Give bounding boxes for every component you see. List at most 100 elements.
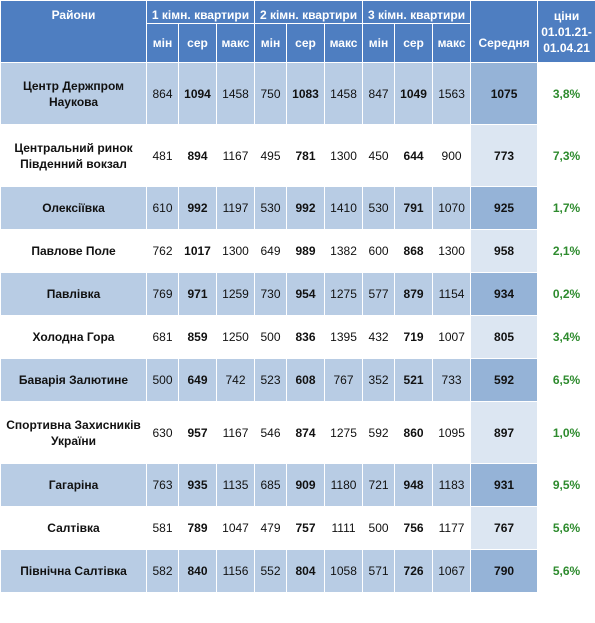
two-room-min-cell: 649 xyxy=(254,229,288,273)
two-room-min-cell: 523 xyxy=(254,358,288,402)
price-change-cell: 3,4% xyxy=(537,315,595,359)
three-room-max-cell: 1095 xyxy=(432,401,472,464)
table-row: Центральний ринок Південний вокзал 481 894… xyxy=(0,124,595,187)
one-room-min-cell: 762 xyxy=(146,229,179,273)
two-room-max-cell: 1300 xyxy=(324,124,364,187)
average-cell: 790 xyxy=(470,549,539,593)
two-room-min-cell: 546 xyxy=(254,401,288,464)
average-cell: 773 xyxy=(470,124,539,187)
table-row: Баварія Залютине 500 649 742 523 608 767 352 521… xyxy=(0,358,595,402)
one-room-min-cell: 630 xyxy=(146,401,179,464)
average-cell: 958 xyxy=(470,229,539,273)
one-room-avg-cell: 1017 xyxy=(178,229,217,273)
one-room-max-cell: 742 xyxy=(215,358,256,402)
district-name: Салтівка xyxy=(0,506,147,550)
one-room-max-cell: 1167 xyxy=(215,401,256,464)
two-room-max-cell: 1058 xyxy=(324,549,364,593)
price-change-cell: 5,6% xyxy=(537,506,595,550)
three-room-avg-header: сер xyxy=(394,23,434,63)
three-room-max-cell: 1177 xyxy=(432,506,472,550)
district-name: Гагаріна xyxy=(0,463,147,507)
table-row: Салтівка 581 789 1047 479 757 1111 500 756 1177 76… xyxy=(0,506,595,550)
district-name: Олексіївка xyxy=(0,186,147,230)
one-room-avg-cell: 971 xyxy=(178,272,217,316)
average-cell: 767 xyxy=(470,506,539,550)
three-room-max-cell: 1300 xyxy=(432,229,472,273)
table-row: Павлівка 769 971 1259 730 954 1275 577 879 1154 93… xyxy=(0,272,595,316)
two-room-avg-cell: 836 xyxy=(286,315,326,359)
two-room-max-cell: 1111 xyxy=(324,506,364,550)
two-room-max-cell: 1180 xyxy=(324,463,364,507)
two-room-max-cell: 1275 xyxy=(324,401,364,464)
one-room-min-cell: 864 xyxy=(146,62,179,125)
two-room-max-cell: 1275 xyxy=(324,272,364,316)
district-name: Північна Салтівка xyxy=(0,549,147,593)
one-room-max-cell: 1047 xyxy=(215,506,256,550)
two-room-avg-cell: 874 xyxy=(286,401,326,464)
one-room-min-cell: 681 xyxy=(146,315,179,359)
two-room-min-cell: 530 xyxy=(254,186,288,230)
price-change-cell: 0,2% xyxy=(537,272,595,316)
two-room-min-cell: 730 xyxy=(254,272,288,316)
one-room-min-cell: 769 xyxy=(146,272,179,316)
two-room-min-cell: 685 xyxy=(254,463,288,507)
three-room-avg-cell: 860 xyxy=(394,401,434,464)
three-room-avg-cell: 791 xyxy=(394,186,434,230)
three-room-avg-cell: 868 xyxy=(394,229,434,273)
two-room-max-cell: 1395 xyxy=(324,315,364,359)
price-change-cell: 7,3% xyxy=(537,124,595,187)
three-room-min-cell: 592 xyxy=(362,401,396,464)
price-change-cell: 3,8% xyxy=(537,62,595,125)
one-room-max-cell: 1300 xyxy=(215,229,256,273)
three-room-avg-cell: 756 xyxy=(394,506,434,550)
three-room-min-header: мін xyxy=(362,23,396,63)
two-room-avg-cell: 954 xyxy=(286,272,326,316)
average-cell: 931 xyxy=(470,463,539,507)
table-row: Гагаріна 763 935 1135 685 909 1180 721 948 1183 93… xyxy=(0,463,595,507)
average-column-header: Середня xyxy=(470,0,539,63)
district-name: Центр Держпром Наукова xyxy=(0,62,147,125)
three-room-max-cell: 1007 xyxy=(432,315,472,359)
average-cell: 925 xyxy=(470,186,539,230)
three-room-avg-cell: 644 xyxy=(394,124,434,187)
two-room-avg-cell: 989 xyxy=(286,229,326,273)
one-room-min-cell: 763 xyxy=(146,463,179,507)
average-cell: 592 xyxy=(470,358,539,402)
district-name: Баварія Залютине xyxy=(0,358,147,402)
table-row: Олексіївка 610 992 1197 530 992 1410 530 791 1070… xyxy=(0,186,595,230)
table-row: Північна Салтівка 582 840 1156 552 804 1058 571… xyxy=(0,549,595,593)
three-room-group-header: 3 кімн. квартири xyxy=(362,0,472,24)
one-room-avg-header: сер xyxy=(178,23,217,63)
one-room-avg-cell: 859 xyxy=(178,315,217,359)
one-room-min-cell: 500 xyxy=(146,358,179,402)
price-change-column-header: ціни 01.01.21-01.04.21 xyxy=(537,0,595,63)
one-room-max-header: макс xyxy=(215,23,256,63)
one-room-avg-cell: 1094 xyxy=(178,62,217,125)
two-room-avg-cell: 757 xyxy=(286,506,326,550)
price-change-cell: 6,5% xyxy=(537,358,595,402)
one-room-max-cell: 1197 xyxy=(215,186,256,230)
three-room-max-cell: 1183 xyxy=(432,463,472,507)
average-cell: 805 xyxy=(470,315,539,359)
one-room-min-header: мін xyxy=(146,23,179,63)
table-body: Центр Держпром Наукова 864 1094 1458 750 1083… xyxy=(0,62,595,593)
three-room-min-cell: 530 xyxy=(362,186,396,230)
district-name: Павлове Поле xyxy=(0,229,147,273)
two-room-avg-cell: 909 xyxy=(286,463,326,507)
one-room-min-cell: 610 xyxy=(146,186,179,230)
two-room-avg-cell: 992 xyxy=(286,186,326,230)
one-room-avg-cell: 992 xyxy=(178,186,217,230)
three-room-max-cell: 733 xyxy=(432,358,472,402)
three-room-avg-cell: 1049 xyxy=(394,62,434,125)
two-room-min-cell: 750 xyxy=(254,62,288,125)
table-row: Спортивна Захисників України 630 957 1167 54… xyxy=(0,401,595,464)
price-change-cell: 1,7% xyxy=(537,186,595,230)
two-room-group-header: 2 кімн. квартири xyxy=(254,0,364,24)
one-room-avg-cell: 935 xyxy=(178,463,217,507)
two-room-min-cell: 500 xyxy=(254,315,288,359)
one-room-max-cell: 1167 xyxy=(215,124,256,187)
one-room-max-cell: 1135 xyxy=(215,463,256,507)
three-room-avg-cell: 948 xyxy=(394,463,434,507)
district-name: Спортивна Захисників України xyxy=(0,401,147,464)
two-room-max-header: макс xyxy=(324,23,364,63)
